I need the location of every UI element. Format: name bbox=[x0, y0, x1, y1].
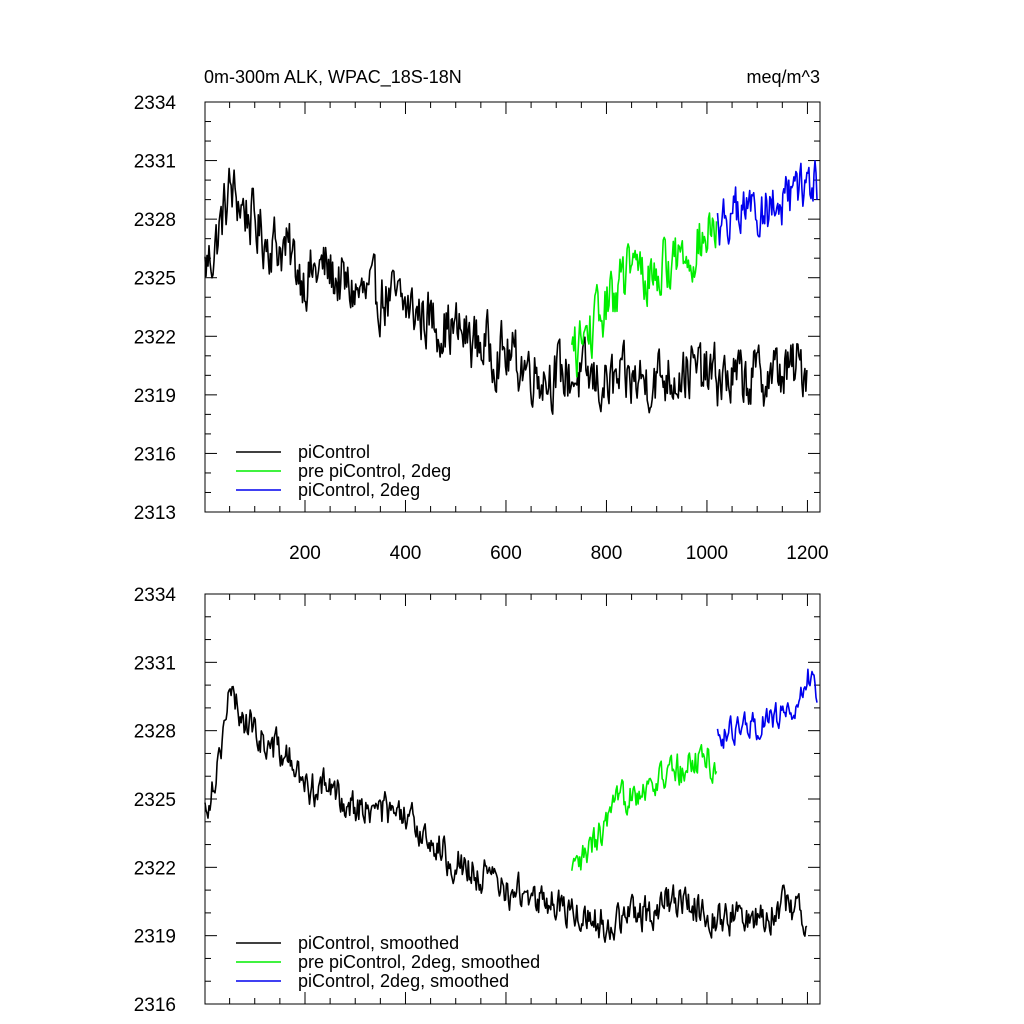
y-tick-label: 2316 bbox=[134, 995, 176, 1016]
y-tick-label: 2319 bbox=[134, 927, 176, 948]
y-tick-label: 2325 bbox=[134, 790, 176, 811]
bottom-panel: 2316 2319 2322 2325 2328 2331 2334 piControl, … bbox=[134, 585, 821, 1016]
top-y-tick-labels: 2313 2316 2319 2322 2325 2328 2331 2334 bbox=[134, 93, 177, 524]
y-tick-label: 2322 bbox=[134, 858, 176, 879]
series-line-picontrol-smoothed bbox=[204, 685, 808, 943]
legend-label: pre piControl, 2deg, smoothed bbox=[298, 952, 540, 972]
x-tick-label: 200 bbox=[289, 543, 321, 564]
y-tick-label: 2331 bbox=[134, 152, 176, 173]
y-tick-label: 2334 bbox=[134, 93, 177, 114]
top-plot-frame bbox=[204, 101, 821, 513]
y-tick-label: 2322 bbox=[134, 327, 176, 348]
series-line-picontrol-2deg-smoothed bbox=[716, 668, 818, 749]
top-title-right: meq/m^3 bbox=[747, 67, 820, 87]
x-tick-label: 400 bbox=[390, 543, 422, 564]
y-tick-label: 2319 bbox=[134, 386, 176, 407]
bottom-y-tick-labels: 2316 2319 2322 2325 2328 2331 2334 bbox=[134, 585, 177, 1016]
bottom-ticks bbox=[205, 593, 820, 1005]
x-tick-label: 800 bbox=[591, 543, 623, 564]
series-line-pre-picontrol-2deg-smoothed bbox=[571, 743, 718, 871]
y-tick-label: 2325 bbox=[134, 269, 176, 290]
legend-label: piControl, 2deg bbox=[298, 480, 420, 500]
top-ticks bbox=[205, 101, 820, 513]
legend-label: piControl, 2deg, smoothed bbox=[298, 971, 509, 991]
top-title-left: 0m-300m ALK, WPAC_18S-18N bbox=[204, 67, 462, 88]
x-tick-label: 1000 bbox=[686, 543, 728, 564]
top-x-tick-labels: 200 400 600 800 1000 1200 bbox=[289, 543, 828, 564]
legend-label: piControl bbox=[298, 442, 370, 462]
y-tick-label: 2328 bbox=[134, 210, 176, 231]
bottom-series bbox=[204, 668, 818, 943]
top-series bbox=[204, 160, 818, 415]
y-tick-label: 2334 bbox=[134, 585, 177, 606]
series-line-picontrol-2deg bbox=[716, 160, 818, 246]
x-tick-label: 600 bbox=[490, 543, 522, 564]
legend-label: piControl, smoothed bbox=[298, 933, 459, 953]
top-panel: 0m-300m ALK, WPAC_18S-18N meq/m^3 231323… bbox=[134, 67, 829, 564]
legend-label: pre piControl, 2deg bbox=[298, 461, 451, 481]
y-tick-label: 2313 bbox=[134, 503, 176, 524]
y-tick-label: 2328 bbox=[134, 722, 176, 743]
x-tick-label: 1200 bbox=[786, 543, 828, 564]
series-line-picontrol bbox=[204, 167, 808, 415]
series-line-pre-picontrol-2deg bbox=[571, 212, 718, 378]
y-tick-label: 2316 bbox=[134, 444, 176, 465]
y-tick-label: 2331 bbox=[134, 653, 176, 674]
